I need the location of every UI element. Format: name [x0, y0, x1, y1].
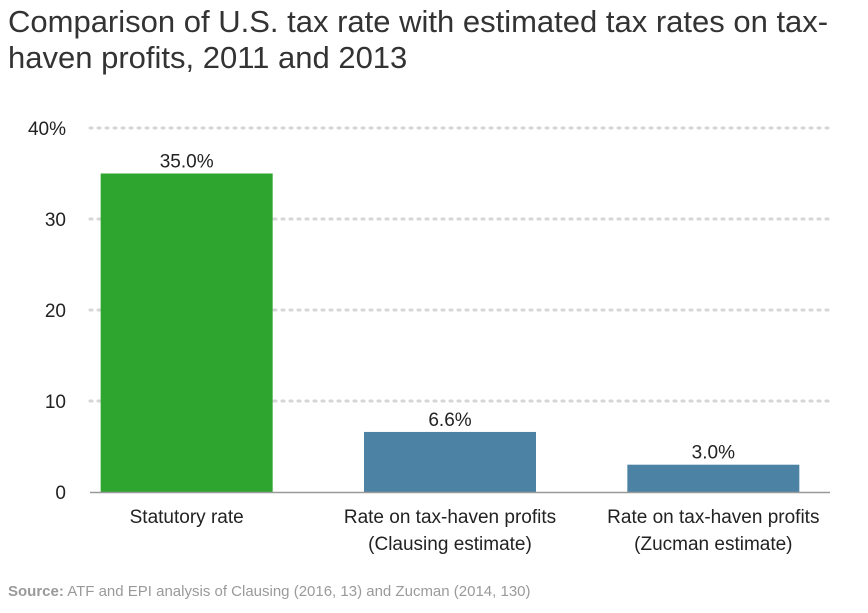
y-axis-ticks: 0 10 20 30 40%: [28, 119, 66, 504]
x-category-label: Rate on tax-haven profits: [607, 507, 819, 528]
bar: [100, 173, 273, 492]
x-axis-labels: Statutory rate Rate on tax-haven profits (…: [130, 507, 820, 555]
y-tick-label: 10: [45, 392, 66, 413]
y-tick-label: 30: [45, 210, 66, 231]
bar-value-label: 35.0%: [160, 152, 214, 173]
x-category-label: Statutory rate: [130, 507, 244, 528]
bar-value-label: 3.0%: [692, 443, 735, 464]
bar: [364, 431, 536, 492]
bar: [627, 464, 800, 492]
x-category-label: Rate on tax-haven profits: [344, 507, 556, 528]
chart-title: Comparison of U.S. tax rate with estimat…: [8, 4, 829, 75]
y-tick-label: 40%: [28, 119, 66, 140]
y-tick-label: 0: [55, 483, 66, 504]
source-label: Source:: [8, 583, 64, 600]
bars: 35.0% 6.6% 3.0%: [100, 152, 800, 492]
y-tick-label: 20: [45, 301, 66, 322]
source-note: Source: ATF and EPI analysis of Clausing…: [8, 583, 531, 600]
source-text: ATF and EPI analysis of Clausing (2016, …: [63, 583, 531, 600]
x-category-label: (Clausing estimate): [368, 534, 532, 555]
bar-value-label: 6.6%: [428, 410, 471, 431]
x-category-label: (Zucman estimate): [634, 534, 792, 555]
